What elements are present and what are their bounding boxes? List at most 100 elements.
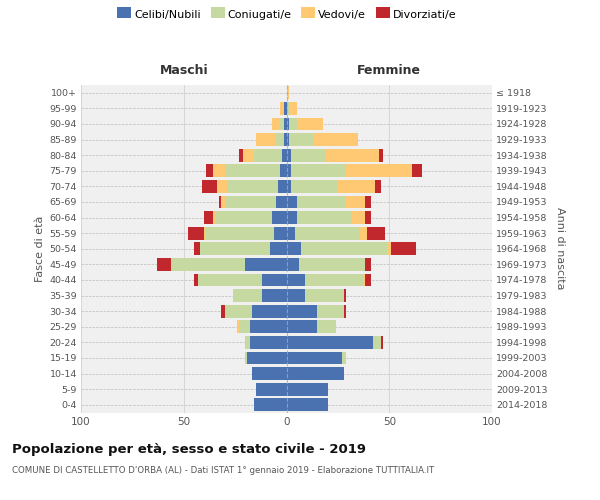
Bar (287, 367, 344, 380)
Bar (289, 118, 297, 130)
Bar (305, 274, 362, 286)
Bar (237, 320, 239, 333)
Bar (375, 180, 381, 193)
Y-axis label: Anni di nascita: Anni di nascita (555, 208, 565, 290)
Bar (297, 211, 352, 224)
Bar (297, 196, 346, 208)
Bar (352, 211, 365, 224)
Bar (290, 149, 326, 162)
Bar (326, 149, 379, 162)
Bar (276, 133, 284, 146)
Bar (391, 242, 416, 255)
Bar (346, 196, 365, 208)
Bar (172, 258, 245, 270)
Bar (290, 164, 346, 177)
Bar (287, 382, 328, 396)
Bar (367, 227, 385, 239)
Y-axis label: Fasce di età: Fasce di età (35, 216, 45, 282)
Bar (157, 258, 172, 270)
Bar (198, 274, 262, 286)
Bar (361, 227, 367, 239)
Bar (365, 196, 371, 208)
Bar (225, 164, 280, 177)
Bar (233, 289, 262, 302)
Bar (317, 320, 336, 333)
Bar (301, 242, 387, 255)
Bar (365, 258, 371, 270)
Bar (299, 258, 365, 270)
Bar (365, 274, 371, 286)
Bar (245, 258, 287, 270)
Bar (280, 164, 287, 177)
Bar (250, 336, 287, 348)
Bar (225, 304, 251, 318)
Bar (221, 196, 225, 208)
Bar (202, 180, 217, 193)
Bar (239, 149, 244, 162)
Bar (270, 242, 287, 255)
Bar (256, 133, 276, 146)
Bar (365, 211, 371, 224)
Bar (206, 164, 212, 177)
Bar (247, 352, 287, 364)
Bar (295, 227, 361, 239)
Bar (194, 242, 200, 255)
Bar (227, 180, 278, 193)
Bar (284, 102, 287, 115)
Bar (287, 149, 290, 162)
Legend: Celibi/Nubili, Coniugati/e, Vedovi/e, Divorziati/e: Celibi/Nubili, Coniugati/e, Vedovi/e, Di… (113, 6, 461, 25)
Bar (342, 352, 346, 364)
Bar (217, 180, 227, 193)
Bar (239, 320, 250, 333)
Bar (344, 289, 346, 302)
Bar (287, 196, 297, 208)
Bar (215, 211, 272, 224)
Bar (287, 352, 342, 364)
Bar (313, 133, 358, 146)
Bar (412, 164, 422, 177)
Bar (289, 133, 313, 146)
Bar (276, 196, 287, 208)
Bar (212, 164, 225, 177)
Bar (362, 274, 365, 286)
Bar (287, 118, 289, 130)
Bar (205, 211, 212, 224)
Bar (287, 304, 317, 318)
Text: Femmine: Femmine (357, 64, 421, 78)
Bar (287, 133, 289, 146)
Bar (206, 227, 274, 239)
Bar (287, 211, 297, 224)
Bar (346, 164, 412, 177)
Text: COMUNE DI CASTELLETTO D'ORBA (AL) - Dati ISTAT 1° gennaio 2019 - Elaborazione TU: COMUNE DI CASTELLETTO D'ORBA (AL) - Dati… (12, 466, 434, 475)
Bar (287, 242, 301, 255)
Bar (212, 211, 215, 224)
Bar (373, 336, 381, 348)
Bar (280, 118, 284, 130)
Bar (287, 180, 290, 193)
Bar (287, 258, 299, 270)
Bar (287, 289, 305, 302)
Bar (272, 118, 280, 130)
Bar (251, 367, 287, 380)
Bar (272, 211, 287, 224)
Bar (194, 274, 198, 286)
Bar (381, 336, 383, 348)
Bar (287, 227, 295, 239)
Bar (287, 336, 373, 348)
Bar (188, 227, 205, 239)
Bar (338, 180, 375, 193)
Bar (287, 398, 328, 411)
Bar (287, 86, 289, 99)
Bar (245, 336, 250, 348)
Bar (245, 352, 247, 364)
Bar (290, 180, 338, 193)
Text: Popolazione per età, sesso e stato civile - 2019: Popolazione per età, sesso e stato civil… (12, 442, 366, 456)
Bar (287, 320, 317, 333)
Bar (283, 149, 287, 162)
Bar (256, 382, 287, 396)
Bar (250, 320, 287, 333)
Bar (287, 164, 290, 177)
Bar (284, 118, 287, 130)
Bar (344, 304, 346, 318)
Bar (262, 289, 287, 302)
